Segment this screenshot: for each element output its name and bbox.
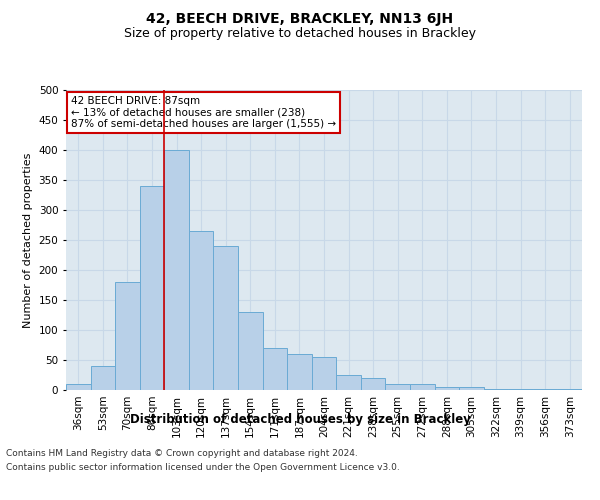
Bar — [66, 384, 91, 390]
Bar — [557, 389, 582, 390]
Bar — [238, 312, 263, 390]
Text: 42, BEECH DRIVE, BRACKLEY, NN13 6JH: 42, BEECH DRIVE, BRACKLEY, NN13 6JH — [146, 12, 454, 26]
Bar — [91, 366, 115, 390]
Bar — [434, 387, 459, 390]
Bar — [459, 387, 484, 390]
Bar — [312, 357, 336, 390]
Bar — [410, 384, 434, 390]
Text: Distribution of detached houses by size in Brackley: Distribution of detached houses by size … — [130, 412, 470, 426]
Bar — [263, 348, 287, 390]
Bar — [189, 231, 214, 390]
Bar — [214, 246, 238, 390]
Bar — [115, 282, 140, 390]
Bar — [336, 375, 361, 390]
Bar — [140, 186, 164, 390]
Bar — [164, 150, 189, 390]
Bar — [385, 384, 410, 390]
Bar — [361, 378, 385, 390]
Text: Contains HM Land Registry data © Crown copyright and database right 2024.: Contains HM Land Registry data © Crown c… — [6, 448, 358, 458]
Text: 42 BEECH DRIVE: 87sqm
← 13% of detached houses are smaller (238)
87% of semi-det: 42 BEECH DRIVE: 87sqm ← 13% of detached … — [71, 96, 336, 129]
Text: Contains public sector information licensed under the Open Government Licence v3: Contains public sector information licen… — [6, 464, 400, 472]
Bar — [484, 389, 508, 390]
Bar — [287, 354, 312, 390]
Text: Size of property relative to detached houses in Brackley: Size of property relative to detached ho… — [124, 28, 476, 40]
Y-axis label: Number of detached properties: Number of detached properties — [23, 152, 33, 328]
